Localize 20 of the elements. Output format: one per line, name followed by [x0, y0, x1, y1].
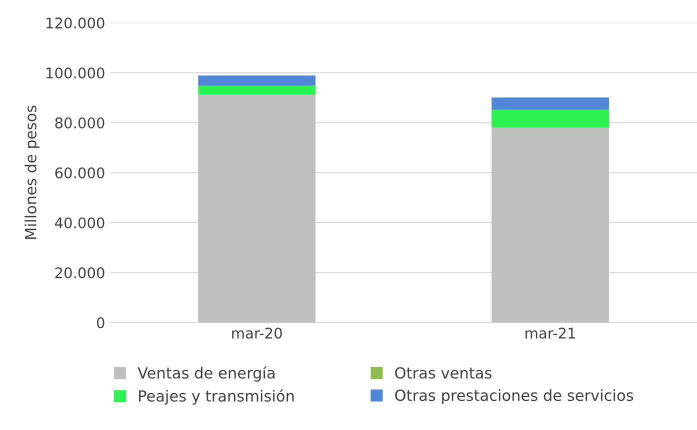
y-tick-label: 20.000	[55, 267, 104, 278]
legend-label: Otras prestaciones de servicios	[395, 389, 634, 404]
legend-label: Peajes y transmisión	[139, 389, 294, 405]
y-tick-label: 0	[96, 317, 104, 328]
bar	[198, 86, 316, 94]
x-tick-label: mar-21	[526, 328, 575, 339]
legend-label: Ventas de energía	[138, 366, 274, 382]
bar	[492, 127, 609, 322]
legend-label: Otras ventas	[395, 367, 492, 379]
y-tick-label: 60.000	[55, 167, 104, 178]
bar	[492, 110, 609, 128]
y-tick-label: 80.000	[55, 117, 104, 128]
bar	[492, 97, 609, 110]
y-tick-label: 120.000	[46, 18, 104, 29]
bar	[198, 94, 316, 322]
x-tick-label: mar-20	[232, 328, 282, 339]
bar	[198, 75, 316, 86]
y-axis-title: Millones de pesos	[24, 106, 40, 239]
y-tick-label: 40.000	[54, 217, 104, 228]
y-tick-label: 100.000	[46, 67, 104, 78]
